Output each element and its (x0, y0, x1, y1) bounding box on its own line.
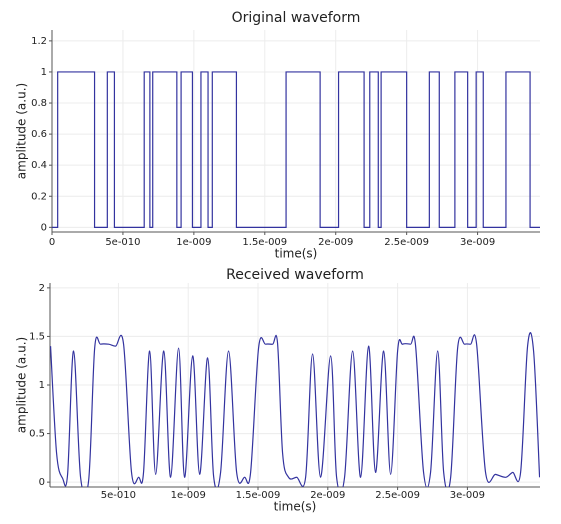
x-tick-label: 3e-009 (460, 237, 495, 248)
x-axis-label: time(s) (275, 247, 318, 261)
y-tick-label: 0.8 (31, 98, 47, 109)
x-tick-label: 2.5e-009 (375, 490, 420, 501)
x-tick-label: 2e-009 (310, 490, 345, 501)
chart-title: Received waveform (226, 267, 364, 283)
subplot: Received waveform 0 0.5 1 1.5 2 5e-010 1e-009 1.… (15, 267, 540, 514)
waveform-line (52, 71, 540, 228)
y-tick-label: 2 (39, 283, 45, 294)
y-tick-label: 0.6 (31, 129, 47, 140)
y-axis-label: amplitude (a.u.) (15, 83, 29, 179)
y-tick-label: 1.5 (29, 331, 45, 342)
y-tick-label: 1.2 (31, 36, 47, 47)
x-tick-label: 1.5e-009 (236, 490, 281, 501)
y-tick-label: 0.2 (31, 191, 47, 202)
x-tick-label: 2e-009 (318, 237, 353, 248)
y-tick-label: 1 (39, 380, 45, 391)
subplot: Original waveform 0 0.2 0.4 0.6 0.8 1 1.2 0 5e-01… (15, 10, 540, 261)
x-tick-label: 0 (49, 237, 55, 248)
x-tick-label: 1.5e-009 (242, 237, 287, 248)
x-tick-label: 1e-009 (171, 490, 206, 501)
y-tick-label: 0.4 (31, 160, 47, 171)
x-tick-label: 5e-010 (105, 237, 140, 248)
waveform-line (50, 332, 540, 487)
x-tick-label: 1e-009 (176, 237, 211, 248)
y-tick-label: 1 (41, 67, 47, 78)
x-tick-label: 5e-010 (101, 490, 136, 501)
x-tick-label: 3e-009 (450, 490, 485, 501)
x-axis-label: time(s) (274, 500, 317, 514)
y-tick-label: 0 (41, 222, 47, 233)
y-tick-label: 0.5 (29, 429, 45, 440)
y-axis-label: amplitude (a.u.) (15, 337, 29, 433)
chart-title: Original waveform (232, 10, 361, 26)
y-tick-label: 0 (39, 477, 45, 488)
x-tick-label: 2.5e-009 (384, 237, 429, 248)
